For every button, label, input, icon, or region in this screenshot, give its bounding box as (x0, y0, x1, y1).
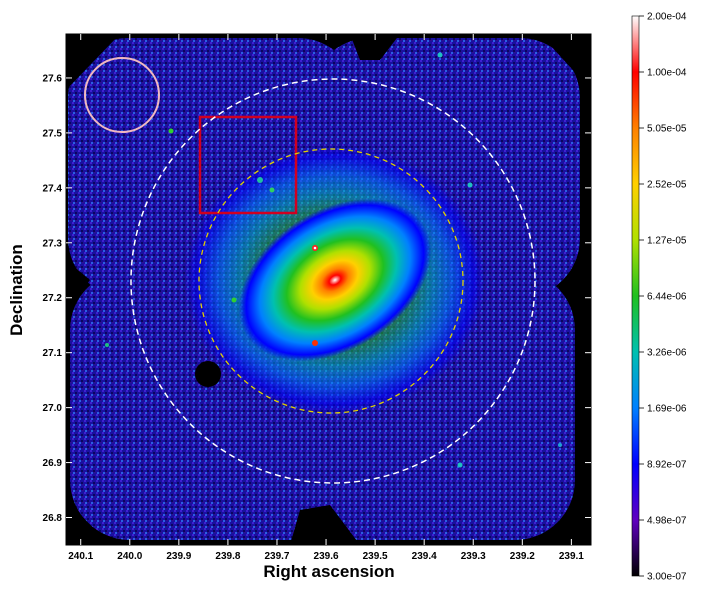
colorbar-ticks: 2.00e-04 1.00e-04 5.05e-05 2.52e-05 1.27e-05… (639, 12, 687, 583)
outer-dashed-circle (130, 78, 536, 484)
y-axis-ticks: 27.6 27.5 27.4 27.3 27.2 27.1 27.0 26.9 26.8 (43, 73, 591, 524)
inner-dashed-circle (198, 148, 464, 414)
x-axis-title: Right ascension (263, 562, 394, 581)
colorbar-tick-label: 6.44e-06 (647, 292, 687, 303)
x-tick-label: 239.9 (166, 551, 191, 562)
x-tick-label: 239.1 (559, 551, 584, 562)
y-tick-label: 27.2 (43, 293, 63, 304)
x-tick-label: 239.7 (264, 551, 289, 562)
x-tick-label: 240.1 (68, 551, 93, 562)
colorbar-tick-label: 1.00e-04 (647, 68, 687, 79)
image-area (66, 34, 591, 545)
colorbar-tick-label: 4.98e-07 (647, 516, 687, 527)
colorbar-tick-label: 5.05e-05 (647, 124, 687, 135)
colorbar-tick-label: 2.00e-04 (647, 12, 687, 23)
x-tick-label: 239.2 (510, 551, 535, 562)
plot-frame (65, 33, 592, 546)
y-axis-title: Declination (7, 244, 26, 336)
y-tick-label: 27.3 (43, 238, 63, 249)
colorbar-tick-label: 3.00e-07 (647, 572, 687, 583)
x-tick-label: 239.5 (363, 551, 388, 562)
x-tick-label: 240.0 (117, 551, 142, 562)
x-tick-label: 239.4 (412, 551, 437, 562)
colorbar-tick-label: 2.52e-05 (647, 180, 687, 191)
y-tick-label: 27.5 (43, 128, 63, 139)
x-tick-label: 239.3 (461, 551, 486, 562)
colorbar-tick-label: 3.26e-06 (647, 348, 687, 359)
colorbar-tick-label: 1.69e-06 (647, 404, 687, 415)
x-axis-ticks: 240.1 240.0 239.9 239.8 239.7 239.6 239.5 239.4… (68, 34, 584, 562)
y-tick-label: 26.8 (43, 513, 63, 524)
x-tick-label: 239.6 (314, 551, 339, 562)
background-region-circle (84, 57, 160, 133)
y-tick-label: 27.6 (43, 73, 63, 84)
point-sources (105, 52, 562, 468)
y-tick-label: 27.4 (43, 183, 63, 194)
x-tick-label: 239.8 (215, 551, 240, 562)
colorbar (631, 15, 640, 577)
colorbar-tick-label: 8.92e-07 (647, 460, 687, 471)
y-tick-label: 26.9 (43, 458, 63, 469)
y-tick-label: 27.1 (43, 348, 63, 359)
mosaic-gaps (66, 34, 591, 545)
y-tick-label: 27.0 (43, 403, 63, 414)
cluster-emission-core (238, 198, 432, 362)
colorbar-tick-label: 1.27e-05 (647, 236, 687, 247)
region-box (198, 115, 298, 215)
